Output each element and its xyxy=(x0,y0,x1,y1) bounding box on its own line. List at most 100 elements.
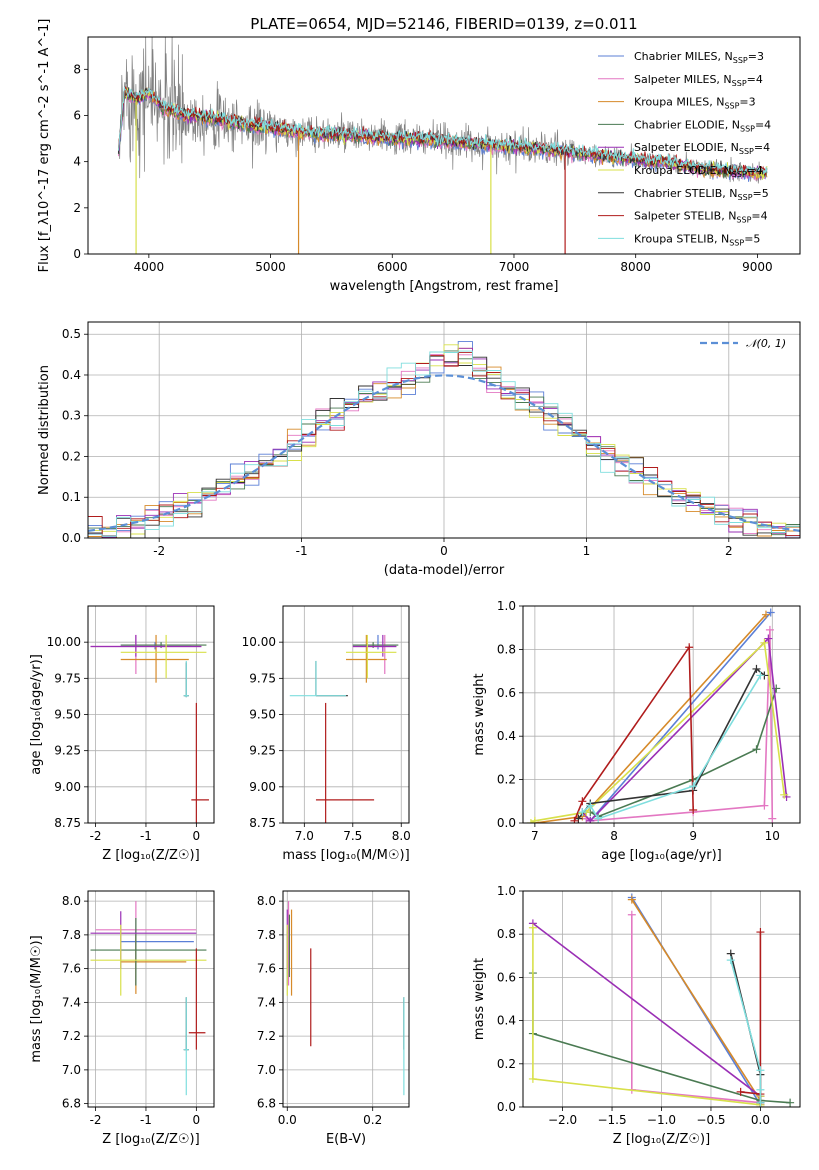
weight-marker xyxy=(756,928,765,937)
legend-sub: SSP xyxy=(732,170,747,179)
weight-marker xyxy=(685,643,694,652)
weight-marker xyxy=(756,1098,765,1107)
x-axis-label: E(B-V) xyxy=(326,1132,366,1147)
weight-marker xyxy=(570,816,579,823)
y-tick-label: 0.4 xyxy=(497,1014,516,1028)
data-point xyxy=(352,634,397,657)
y-tick-label: 10.00 xyxy=(242,635,276,649)
y-tick-label: 9.50 xyxy=(249,708,276,722)
y-axis-label: age [log₁₀(age/yr)] xyxy=(29,654,44,775)
legend-tail: =4 xyxy=(751,210,767,223)
x-tick-label: −2.0 xyxy=(548,1113,577,1127)
legend-tail: =5 xyxy=(753,187,769,200)
legend-entry: Salpeter STELIB, NSSP=4 xyxy=(634,210,768,225)
y-tick-label: 9.50 xyxy=(54,708,81,722)
y-tick-label: 0.1 xyxy=(62,490,81,504)
y-tick-label: 0.6 xyxy=(497,686,516,700)
y-tick-label: 7.4 xyxy=(62,995,81,1009)
x-tick-label: 0 xyxy=(440,544,448,558)
axes-frame xyxy=(282,890,410,1108)
y-axis-label: Flux [f_λ10^-17 erg cm^-2 s^-1 A^-1] xyxy=(37,19,52,273)
x-tick-label: 9000 xyxy=(742,260,773,274)
y-tick-label: 8.75 xyxy=(54,816,81,830)
y-tick-label: 7.8 xyxy=(257,928,276,942)
x-axis-label: Z [log₁₀(Z/Z☉)] xyxy=(613,1132,710,1147)
x-tick-label: -1 xyxy=(140,1113,152,1127)
x-tick-label: -2 xyxy=(153,544,165,558)
y-tick-label: 0.8 xyxy=(497,642,516,656)
weight-marker xyxy=(780,790,789,799)
y-tick-label: 9.00 xyxy=(249,780,276,794)
axes-frame xyxy=(87,890,215,1108)
y-tick-label: 0.2 xyxy=(497,1057,516,1071)
x-tick-label: 8 xyxy=(610,829,618,843)
data-point xyxy=(315,702,375,823)
legend-tail: =4 xyxy=(754,141,770,154)
legend-main: Kroupa MILES, N xyxy=(634,96,724,109)
legend-main: Salpeter ELODIE, N xyxy=(634,141,739,154)
y-tick-label: 9.75 xyxy=(54,671,81,685)
weight-marker xyxy=(627,895,636,904)
plot-area xyxy=(289,634,399,823)
y-tick-label: 7.6 xyxy=(257,962,276,976)
weight-line xyxy=(581,636,788,822)
weight-series xyxy=(570,643,698,823)
legend-sub: SSP xyxy=(739,147,754,156)
spectrum-title: PLATE=0654, MJD=52146, FIBERID=0139, z=0… xyxy=(250,15,637,33)
legend-entry: Kroupa STELIB, NSSP=5 xyxy=(634,232,760,247)
legend-entry: Salpeter ELODIE, NSSP=4 xyxy=(634,141,770,156)
panel-weight_vs_Z: −2.0 −1.5 −1.0 −0.5 0.0 0.0 0.2 0.4 0.6 0.8 1.0 Z [… xyxy=(472,884,801,1147)
y-tick-label: 0 xyxy=(73,247,81,261)
panel-mass_vs_ebv: 0.0 0.2 6.8 7.0 7.2 7.4 7.6 7.8 8.0 E(B-V) xyxy=(257,890,410,1147)
y-tick-label: 0.5 xyxy=(62,327,81,341)
data-point xyxy=(90,634,202,657)
plot-area xyxy=(90,634,209,823)
y-tick-label: 8.0 xyxy=(62,894,81,908)
weight-marker xyxy=(760,638,769,647)
x-tick-label: -2 xyxy=(90,829,102,843)
x-tick-label: 2 xyxy=(725,544,733,558)
x-tick-label: 0.0 xyxy=(751,1113,770,1127)
x-tick-label: 8.0 xyxy=(392,829,411,843)
legend-main: Salpeter MILES, N xyxy=(634,73,732,86)
weight-marker xyxy=(689,782,698,791)
y-tick-label: 8.0 xyxy=(257,894,276,908)
weight-marker xyxy=(764,634,773,643)
y-tick-label: 0.0 xyxy=(497,1100,516,1114)
legend-tail: =4 xyxy=(747,164,763,177)
panel-mass_vs_Z: -2 -1 0 6.8 7.0 7.2 7.4 7.6 7.8 8.0 Z [log₁₀(Z/Z☉)… xyxy=(29,890,215,1147)
data-point xyxy=(191,702,209,823)
legend-sub: SSP xyxy=(738,193,753,202)
x-tick-label: 9 xyxy=(689,829,697,843)
plot-area xyxy=(90,901,207,1096)
weight-marker xyxy=(760,801,769,810)
weight-marker xyxy=(689,805,698,814)
x-axis-label: mass [log₁₀(M/M☉)] xyxy=(282,848,409,863)
x-tick-label: -1 xyxy=(296,544,308,558)
panel-age_vs_mass: 7.0 7.5 8.0 8.75 9.00 9.25 9.50 9.75 10.00 mass [… xyxy=(242,605,411,863)
legend-entry: Kroupa ELODIE, NSSP=4 xyxy=(634,164,763,179)
legend-entry: Chabrier MILES, NSSP=3 xyxy=(634,50,764,65)
weight-marker xyxy=(752,745,761,754)
panel-spectrum: 4000 5000 6000 7000 8000 9000 0 2 4 6 8 wavelength … xyxy=(37,19,801,294)
x-tick-label: 4000 xyxy=(134,260,165,274)
y-tick-label: 0.0 xyxy=(497,816,516,830)
legend-tail: =4 xyxy=(755,118,771,131)
weight-marker xyxy=(586,801,595,810)
y-axis-label: mass [log₁₀(M/M☉)] xyxy=(29,935,44,1062)
plot-area xyxy=(117,37,768,254)
y-tick-label: 7.6 xyxy=(62,962,81,976)
weight-marker xyxy=(761,610,770,619)
model-spectrum xyxy=(117,86,768,177)
data-point xyxy=(90,924,207,996)
x-axis-label: age [log₁₀(age/yr)] xyxy=(601,848,722,863)
data-point xyxy=(183,997,189,1096)
weight-marker xyxy=(726,956,735,965)
x-tick-label: -2 xyxy=(90,1113,102,1127)
weight-marker xyxy=(528,923,537,932)
y-tick-label: 0.2 xyxy=(497,773,516,787)
residual-histogram xyxy=(88,350,800,537)
x-tick-label: 0.2 xyxy=(363,1113,382,1127)
axes-frame xyxy=(522,605,801,824)
weight-marker xyxy=(756,1066,765,1075)
